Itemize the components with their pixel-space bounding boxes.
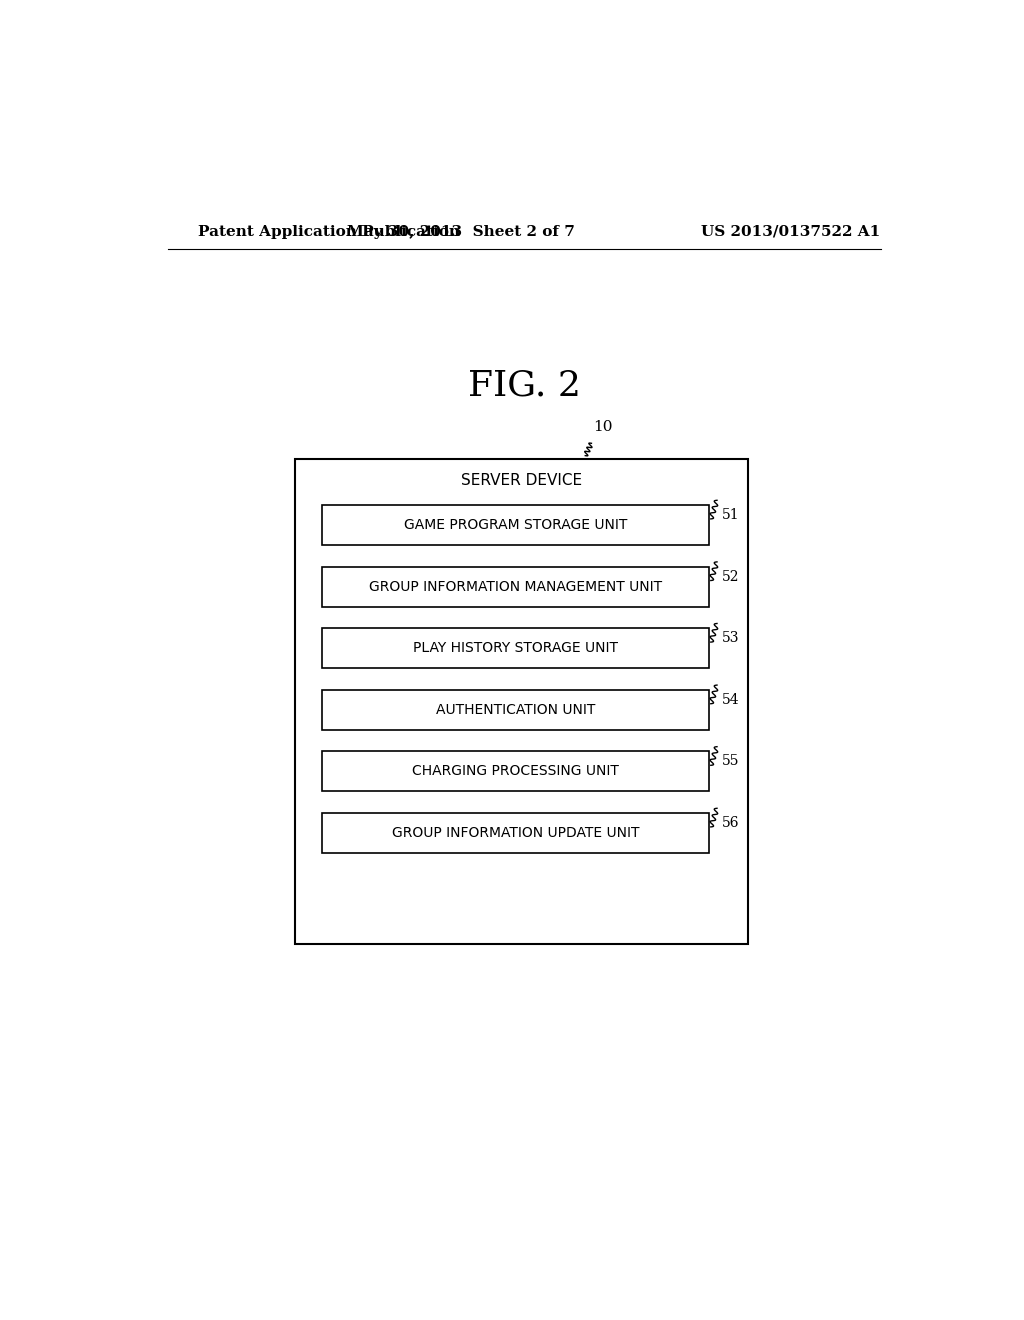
Bar (322, 506, 710, 545)
Bar (295, 459, 748, 944)
Text: 53: 53 (722, 631, 739, 645)
Text: GAME PROGRAM STORAGE UNIT: GAME PROGRAM STORAGE UNIT (403, 517, 627, 532)
Text: FIG. 2: FIG. 2 (468, 368, 582, 403)
Text: Patent Application Publication: Patent Application Publication (198, 224, 460, 239)
Bar (322, 813, 710, 853)
Text: PLAY HISTORY STORAGE UNIT: PLAY HISTORY STORAGE UNIT (413, 642, 618, 655)
Text: US 2013/0137522 A1: US 2013/0137522 A1 (701, 224, 881, 239)
Bar (322, 689, 710, 730)
Text: 51: 51 (722, 508, 739, 521)
Text: May 30, 2013  Sheet 2 of 7: May 30, 2013 Sheet 2 of 7 (347, 224, 575, 239)
Text: 52: 52 (722, 570, 739, 583)
Bar (322, 566, 710, 607)
Text: AUTHENTICATION UNIT: AUTHENTICATION UNIT (436, 702, 595, 717)
Bar (322, 628, 710, 668)
Text: GROUP INFORMATION UPDATE UNIT: GROUP INFORMATION UPDATE UNIT (392, 826, 639, 840)
Text: GROUP INFORMATION MANAGEMENT UNIT: GROUP INFORMATION MANAGEMENT UNIT (369, 579, 663, 594)
Text: 55: 55 (722, 755, 739, 768)
Text: 56: 56 (722, 816, 739, 830)
Text: 54: 54 (722, 693, 739, 706)
Text: 10: 10 (593, 420, 612, 434)
Text: SERVER DEVICE: SERVER DEVICE (461, 473, 582, 488)
Text: CHARGING PROCESSING UNIT: CHARGING PROCESSING UNIT (412, 764, 618, 779)
Bar (322, 751, 710, 792)
